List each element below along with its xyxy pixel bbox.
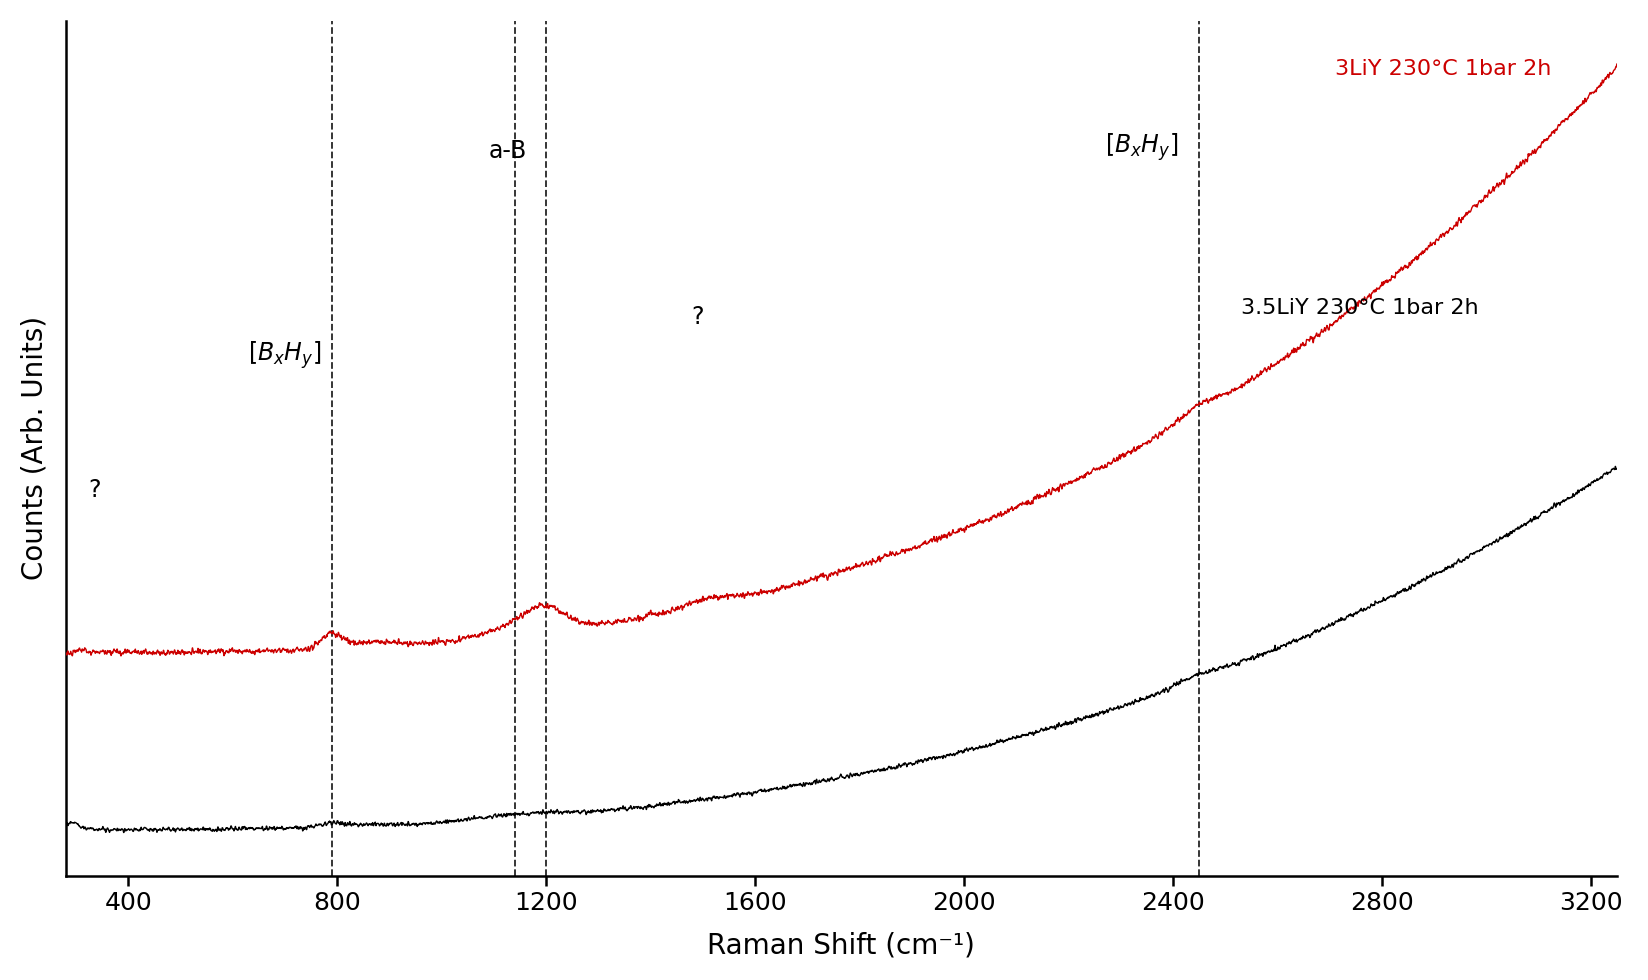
X-axis label: Raman Shift (cm⁻¹): Raman Shift (cm⁻¹): [707, 931, 976, 959]
Text: ?: ?: [87, 478, 101, 503]
Text: 3.5LiY 230°C 1bar 2h: 3.5LiY 230°C 1bar 2h: [1241, 298, 1478, 319]
Text: $[B_xH_y]$: $[B_xH_y]$: [1104, 131, 1178, 164]
Text: $[B_xH_y]$: $[B_xH_y]$: [249, 340, 321, 371]
Y-axis label: Counts (Arb. Units): Counts (Arb. Units): [21, 317, 49, 580]
Text: 3LiY 230°C 1bar 2h: 3LiY 230°C 1bar 2h: [1335, 60, 1551, 79]
Text: ?: ?: [691, 305, 704, 329]
Text: a-B: a-B: [488, 139, 527, 164]
